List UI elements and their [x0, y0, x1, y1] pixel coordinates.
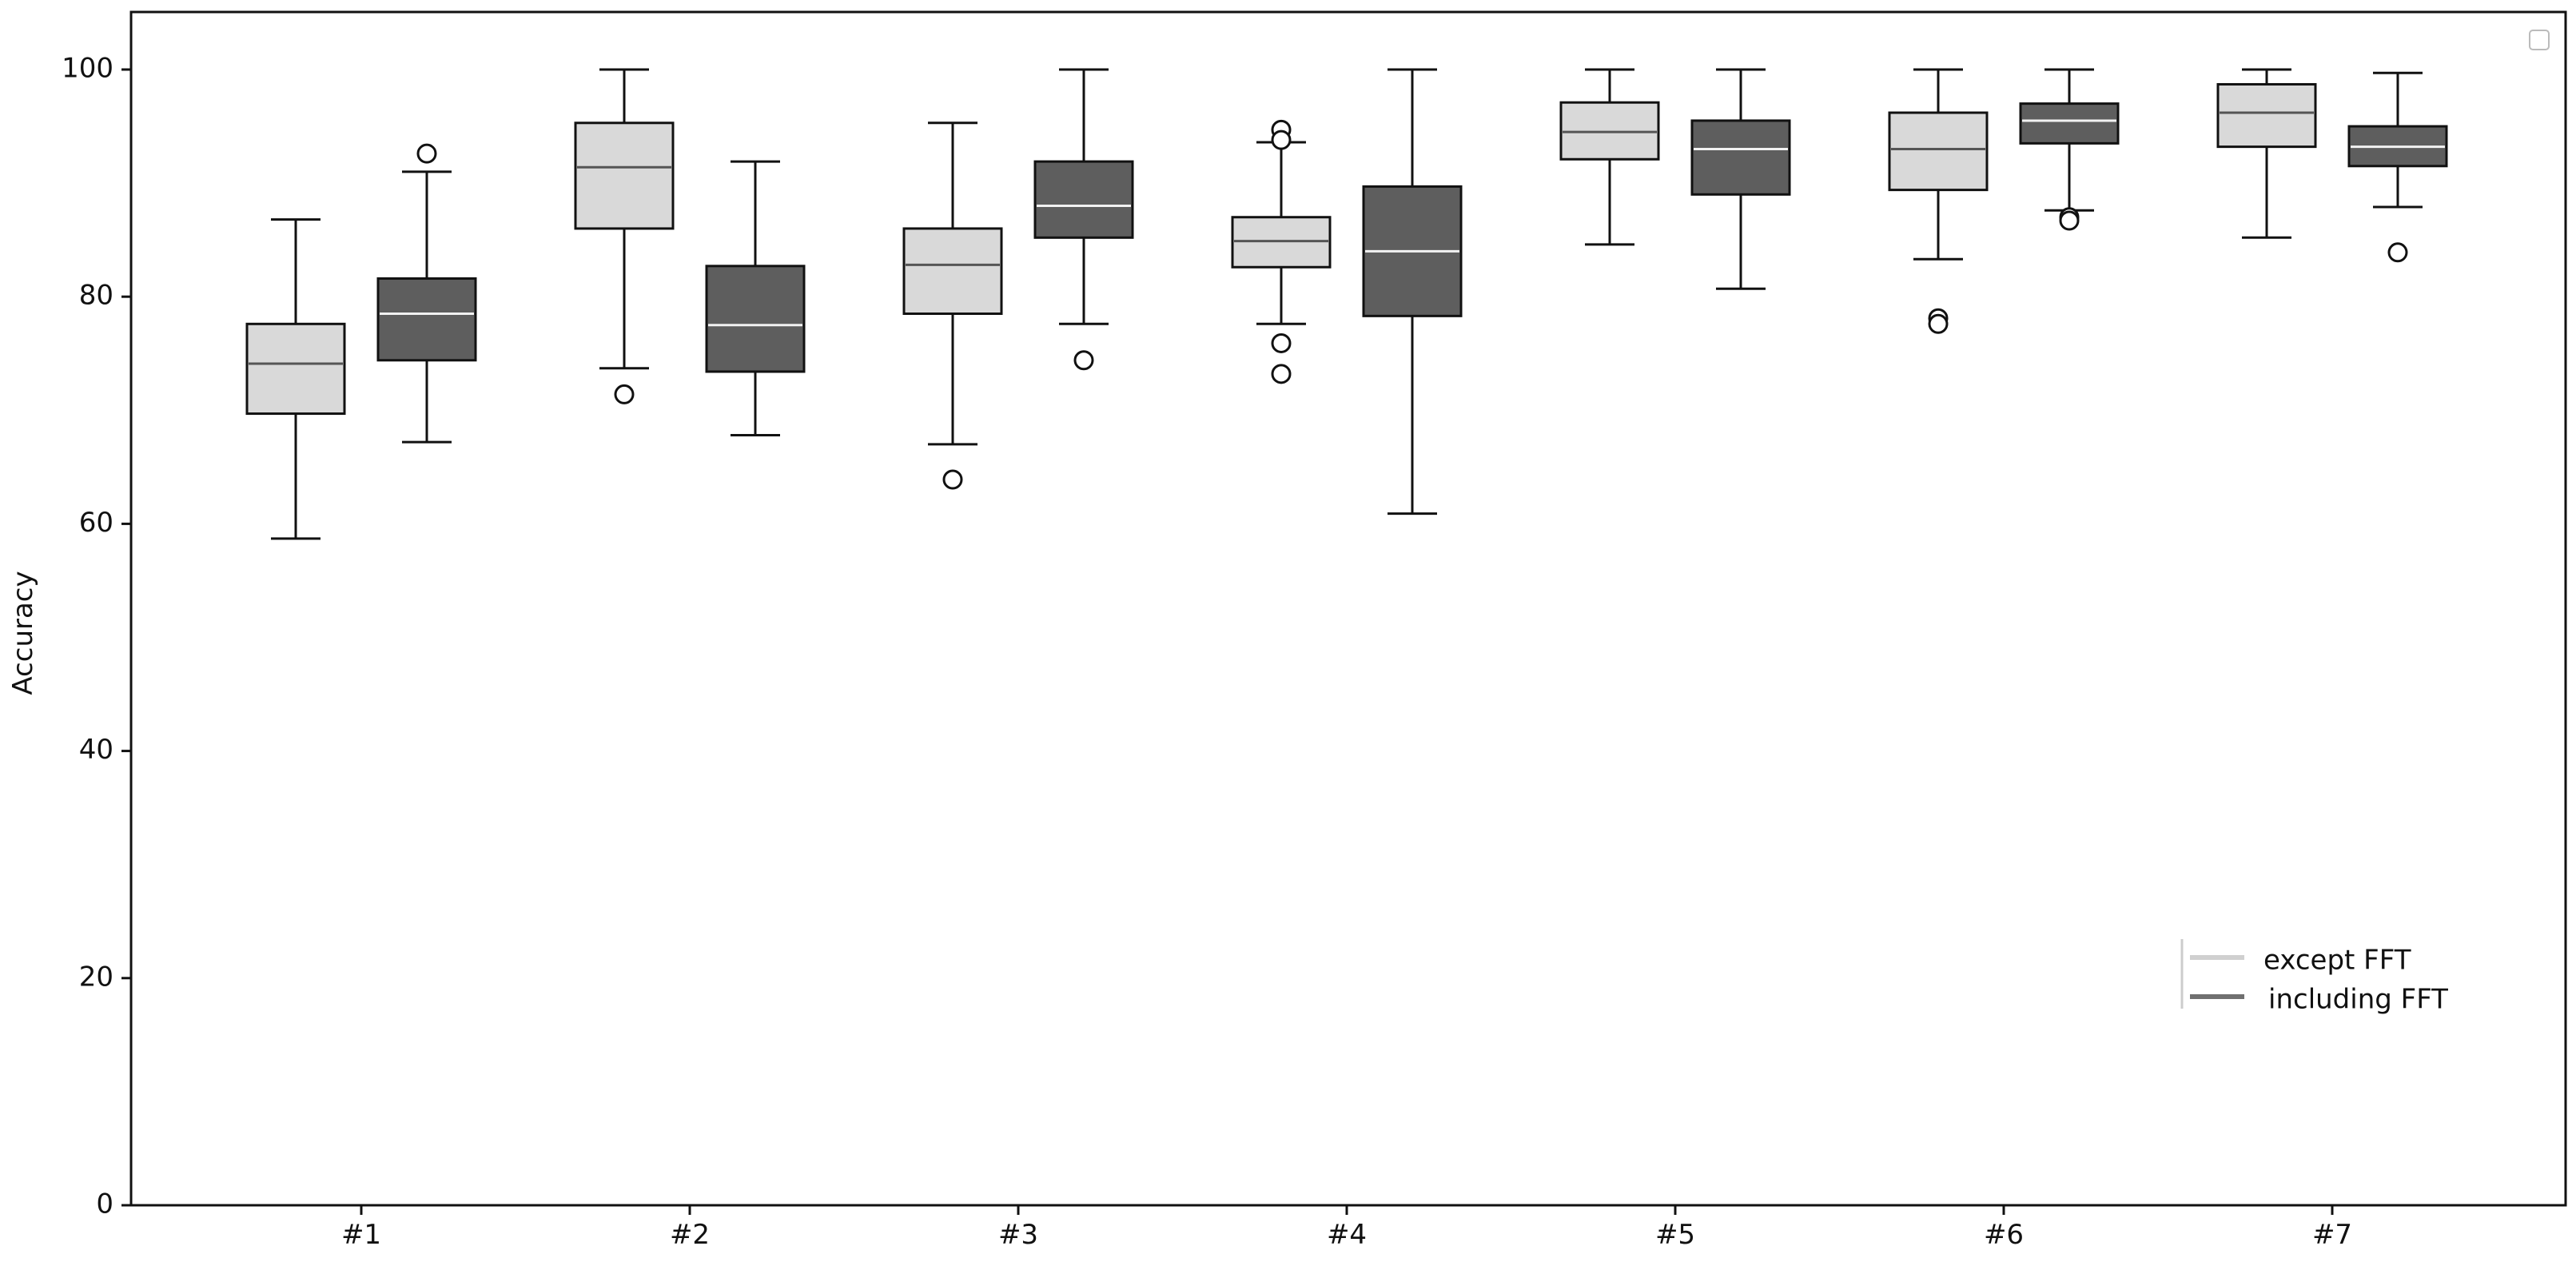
box-except-fft	[245, 218, 346, 540]
y-tick-label: 0	[96, 1188, 113, 1220]
x-axis: #1 #2 #3 #4 #5 #6 #7	[341, 1205, 2352, 1251]
box-except-fft	[2216, 68, 2317, 239]
y-tick-label: 100	[62, 53, 113, 85]
outlier-point	[1073, 350, 1094, 371]
y-tick-label: 60	[79, 507, 113, 539]
box-including-fft	[376, 143, 477, 444]
box-except-fft	[902, 121, 1003, 490]
box-including-fft	[705, 160, 806, 437]
box-including-fft	[2019, 68, 2120, 231]
x-tick-label: #7	[2312, 1219, 2352, 1251]
outlier-point	[1271, 332, 1292, 353]
box-iqr	[1888, 111, 1989, 192]
box-except-fft	[1231, 119, 1332, 384]
x-tick-label: #2	[670, 1219, 710, 1251]
outlier-point	[2059, 210, 2080, 231]
y-tick-label: 40	[79, 734, 113, 766]
x-tick-label: #6	[1984, 1219, 2024, 1251]
box-except-fft	[1559, 68, 1660, 246]
legend-toggle-box[interactable]	[2529, 30, 2550, 50]
outlier-point	[2387, 242, 2408, 263]
box-including-fft	[1362, 68, 1463, 516]
y-tick-label: 80	[79, 280, 113, 312]
box-except-fft	[1888, 68, 1989, 334]
legend-label-including-fft: including FFT	[2268, 984, 2448, 1016]
y-axis-label: Accuracy	[7, 571, 39, 695]
outlier-point	[614, 384, 635, 404]
y-tick-label: 20	[79, 961, 113, 993]
box-iqr	[2216, 82, 2317, 149]
legend-label-except-fft: except FFT	[2263, 945, 2411, 977]
outlier-point	[1928, 313, 1949, 334]
outlier-point	[1271, 129, 1292, 150]
x-tick-label: #5	[1655, 1219, 1695, 1251]
y-axis: 0 20 40 60 80 100	[62, 53, 131, 1220]
x-tick-label: #4	[1327, 1219, 1367, 1251]
box-iqr	[1690, 119, 1791, 196]
box-including-fft	[2347, 71, 2448, 263]
box-iqr	[1033, 160, 1134, 239]
box-plot-series	[245, 68, 2448, 540]
box-iqr	[705, 265, 806, 373]
box-iqr	[2019, 102, 2120, 145]
x-tick-label: #1	[341, 1219, 381, 1251]
x-tick-label: #3	[998, 1219, 1038, 1251]
outlier-point	[416, 143, 437, 164]
box-iqr	[376, 277, 477, 362]
box-iqr	[574, 121, 675, 230]
box-iqr	[245, 322, 346, 416]
box-except-fft	[574, 68, 675, 404]
box-including-fft	[1033, 68, 1134, 371]
legend: except FFT including FFT	[2180, 939, 2448, 1016]
box-iqr	[902, 227, 1003, 316]
box-including-fft	[1690, 68, 1791, 290]
outlier-point	[1271, 364, 1292, 384]
outlier-point	[942, 469, 963, 490]
plot-area-frame	[129, 10, 2567, 1207]
